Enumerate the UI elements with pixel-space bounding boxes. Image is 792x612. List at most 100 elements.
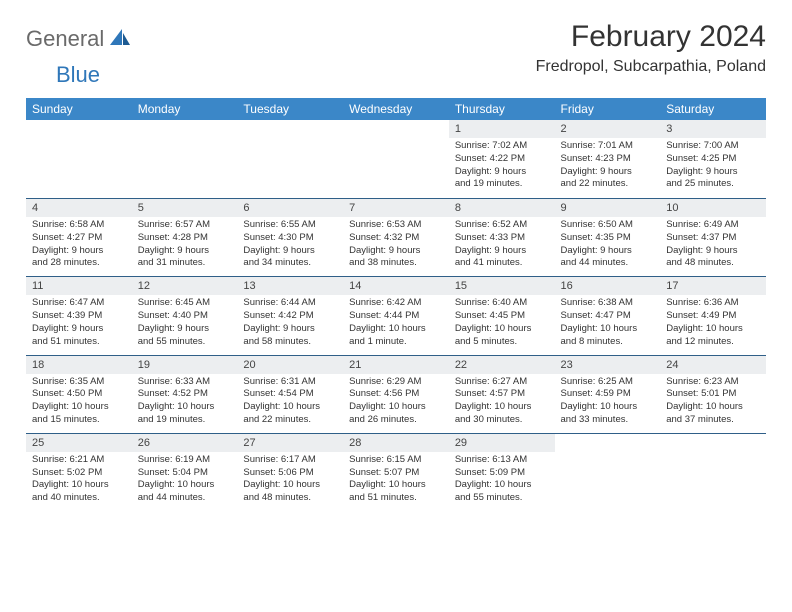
sunrise-text: Sunrise: 6:23 AM xyxy=(666,376,760,389)
daylight-text-1: Daylight: 10 hours xyxy=(561,401,655,414)
sunset-text: Sunset: 4:35 PM xyxy=(561,232,655,245)
daylight-text-2: and 28 minutes. xyxy=(32,257,126,270)
daylight-text-1: Daylight: 10 hours xyxy=(243,479,337,492)
sunset-text: Sunset: 4:52 PM xyxy=(138,388,232,401)
day-number: 2 xyxy=(555,120,661,138)
sunset-text: Sunset: 4:37 PM xyxy=(666,232,760,245)
sunset-text: Sunset: 4:23 PM xyxy=(561,153,655,166)
calendar-week-row: 4Sunrise: 6:58 AMSunset: 4:27 PMDaylight… xyxy=(26,198,766,276)
day-number: 5 xyxy=(132,198,238,217)
logo-text-blue: Blue xyxy=(56,62,100,88)
daylight-text-2: and 55 minutes. xyxy=(455,492,549,505)
daylight-text-2: and 8 minutes. xyxy=(561,336,655,349)
day-info: Sunrise: 6:17 AMSunset: 5:06 PMDaylight:… xyxy=(237,452,343,505)
sunrise-text: Sunrise: 6:49 AM xyxy=(666,219,760,232)
calendar-column-header: Sunday xyxy=(26,98,132,120)
daylight-text-1: Daylight: 10 hours xyxy=(138,401,232,414)
calendar-week-row: 25Sunrise: 6:21 AMSunset: 5:02 PMDayligh… xyxy=(26,433,766,511)
daylight-text-2: and 12 minutes. xyxy=(666,336,760,349)
sunset-text: Sunset: 4:32 PM xyxy=(349,232,443,245)
calendar-column-header: Monday xyxy=(132,98,238,120)
calendar-day-cell xyxy=(555,433,661,511)
day-number: 16 xyxy=(555,276,661,295)
day-info: Sunrise: 6:44 AMSunset: 4:42 PMDaylight:… xyxy=(237,295,343,348)
daylight-text-1: Daylight: 10 hours xyxy=(32,401,126,414)
calendar-day-cell: 15Sunrise: 6:40 AMSunset: 4:45 PMDayligh… xyxy=(449,276,555,354)
calendar-column-header: Saturday xyxy=(660,98,766,120)
day-number: 24 xyxy=(660,355,766,374)
sunrise-text: Sunrise: 6:15 AM xyxy=(349,454,443,467)
day-info: Sunrise: 7:02 AMSunset: 4:22 PMDaylight:… xyxy=(449,138,555,191)
sunrise-text: Sunrise: 6:40 AM xyxy=(455,297,549,310)
day-info: Sunrise: 6:25 AMSunset: 4:59 PMDaylight:… xyxy=(555,374,661,427)
day-number: 29 xyxy=(449,433,555,452)
daylight-text-2: and 33 minutes. xyxy=(561,414,655,427)
calendar-day-cell xyxy=(132,120,238,198)
daylight-text-1: Daylight: 9 hours xyxy=(561,245,655,258)
day-info: Sunrise: 6:38 AMSunset: 4:47 PMDaylight:… xyxy=(555,295,661,348)
calendar-day-cell: 25Sunrise: 6:21 AMSunset: 5:02 PMDayligh… xyxy=(26,433,132,511)
day-number: 22 xyxy=(449,355,555,374)
day-info: Sunrise: 6:57 AMSunset: 4:28 PMDaylight:… xyxy=(132,217,238,270)
sunset-text: Sunset: 5:04 PM xyxy=(138,467,232,480)
sunrise-text: Sunrise: 6:27 AM xyxy=(455,376,549,389)
daylight-text-1: Daylight: 10 hours xyxy=(455,401,549,414)
day-info: Sunrise: 6:40 AMSunset: 4:45 PMDaylight:… xyxy=(449,295,555,348)
day-info: Sunrise: 6:47 AMSunset: 4:39 PMDaylight:… xyxy=(26,295,132,348)
calendar-day-cell: 13Sunrise: 6:44 AMSunset: 4:42 PMDayligh… xyxy=(237,276,343,354)
day-number: 25 xyxy=(26,433,132,452)
logo-sail-icon xyxy=(108,27,132,52)
day-info: Sunrise: 7:00 AMSunset: 4:25 PMDaylight:… xyxy=(660,138,766,191)
calendar-day-cell: 16Sunrise: 6:38 AMSunset: 4:47 PMDayligh… xyxy=(555,276,661,354)
daylight-text-2: and 1 minute. xyxy=(349,336,443,349)
calendar-day-cell: 5Sunrise: 6:57 AMSunset: 4:28 PMDaylight… xyxy=(132,198,238,276)
daylight-text-2: and 51 minutes. xyxy=(349,492,443,505)
day-info: Sunrise: 6:36 AMSunset: 4:49 PMDaylight:… xyxy=(660,295,766,348)
daylight-text-1: Daylight: 9 hours xyxy=(243,245,337,258)
calendar-day-cell: 14Sunrise: 6:42 AMSunset: 4:44 PMDayligh… xyxy=(343,276,449,354)
daylight-text-1: Daylight: 10 hours xyxy=(138,479,232,492)
day-info: Sunrise: 6:19 AMSunset: 5:04 PMDaylight:… xyxy=(132,452,238,505)
daylight-text-1: Daylight: 10 hours xyxy=(349,401,443,414)
daylight-text-1: Daylight: 10 hours xyxy=(666,323,760,336)
calendar-day-cell xyxy=(26,120,132,198)
calendar-day-cell xyxy=(237,120,343,198)
daylight-text-1: Daylight: 9 hours xyxy=(666,166,760,179)
calendar-column-header: Friday xyxy=(555,98,661,120)
sunrise-text: Sunrise: 6:44 AM xyxy=(243,297,337,310)
daylight-text-2: and 25 minutes. xyxy=(666,178,760,191)
day-info: Sunrise: 6:49 AMSunset: 4:37 PMDaylight:… xyxy=(660,217,766,270)
logo-text-general: General xyxy=(26,26,104,52)
sunset-text: Sunset: 4:44 PM xyxy=(349,310,443,323)
sunrise-text: Sunrise: 6:19 AM xyxy=(138,454,232,467)
daylight-text-1: Daylight: 10 hours xyxy=(32,479,126,492)
day-info: Sunrise: 6:50 AMSunset: 4:35 PMDaylight:… xyxy=(555,217,661,270)
day-info: Sunrise: 7:01 AMSunset: 4:23 PMDaylight:… xyxy=(555,138,661,191)
daylight-text-2: and 19 minutes. xyxy=(455,178,549,191)
sunrise-text: Sunrise: 6:50 AM xyxy=(561,219,655,232)
calendar-day-cell: 8Sunrise: 6:52 AMSunset: 4:33 PMDaylight… xyxy=(449,198,555,276)
sunrise-text: Sunrise: 6:55 AM xyxy=(243,219,337,232)
sunset-text: Sunset: 4:57 PM xyxy=(455,388,549,401)
daylight-text-2: and 30 minutes. xyxy=(455,414,549,427)
calendar-day-cell: 18Sunrise: 6:35 AMSunset: 4:50 PMDayligh… xyxy=(26,355,132,433)
day-number: 4 xyxy=(26,198,132,217)
calendar-column-header: Wednesday xyxy=(343,98,449,120)
day-info: Sunrise: 6:45 AMSunset: 4:40 PMDaylight:… xyxy=(132,295,238,348)
daylight-text-2: and 31 minutes. xyxy=(138,257,232,270)
sunrise-text: Sunrise: 6:58 AM xyxy=(32,219,126,232)
calendar-day-cell: 21Sunrise: 6:29 AMSunset: 4:56 PMDayligh… xyxy=(343,355,449,433)
logo: General xyxy=(26,26,134,52)
day-number: 28 xyxy=(343,433,449,452)
calendar-day-cell: 24Sunrise: 6:23 AMSunset: 5:01 PMDayligh… xyxy=(660,355,766,433)
sunset-text: Sunset: 4:42 PM xyxy=(243,310,337,323)
month-title: February 2024 xyxy=(536,20,766,54)
daylight-text-1: Daylight: 9 hours xyxy=(138,245,232,258)
day-number: 18 xyxy=(26,355,132,374)
calendar-day-cell: 17Sunrise: 6:36 AMSunset: 4:49 PMDayligh… xyxy=(660,276,766,354)
title-block: February 2024 Fredropol, Subcarpathia, P… xyxy=(536,20,766,76)
daylight-text-1: Daylight: 10 hours xyxy=(455,479,549,492)
day-info: Sunrise: 6:33 AMSunset: 4:52 PMDaylight:… xyxy=(132,374,238,427)
daylight-text-1: Daylight: 10 hours xyxy=(666,401,760,414)
calendar-week-row: 18Sunrise: 6:35 AMSunset: 4:50 PMDayligh… xyxy=(26,355,766,433)
